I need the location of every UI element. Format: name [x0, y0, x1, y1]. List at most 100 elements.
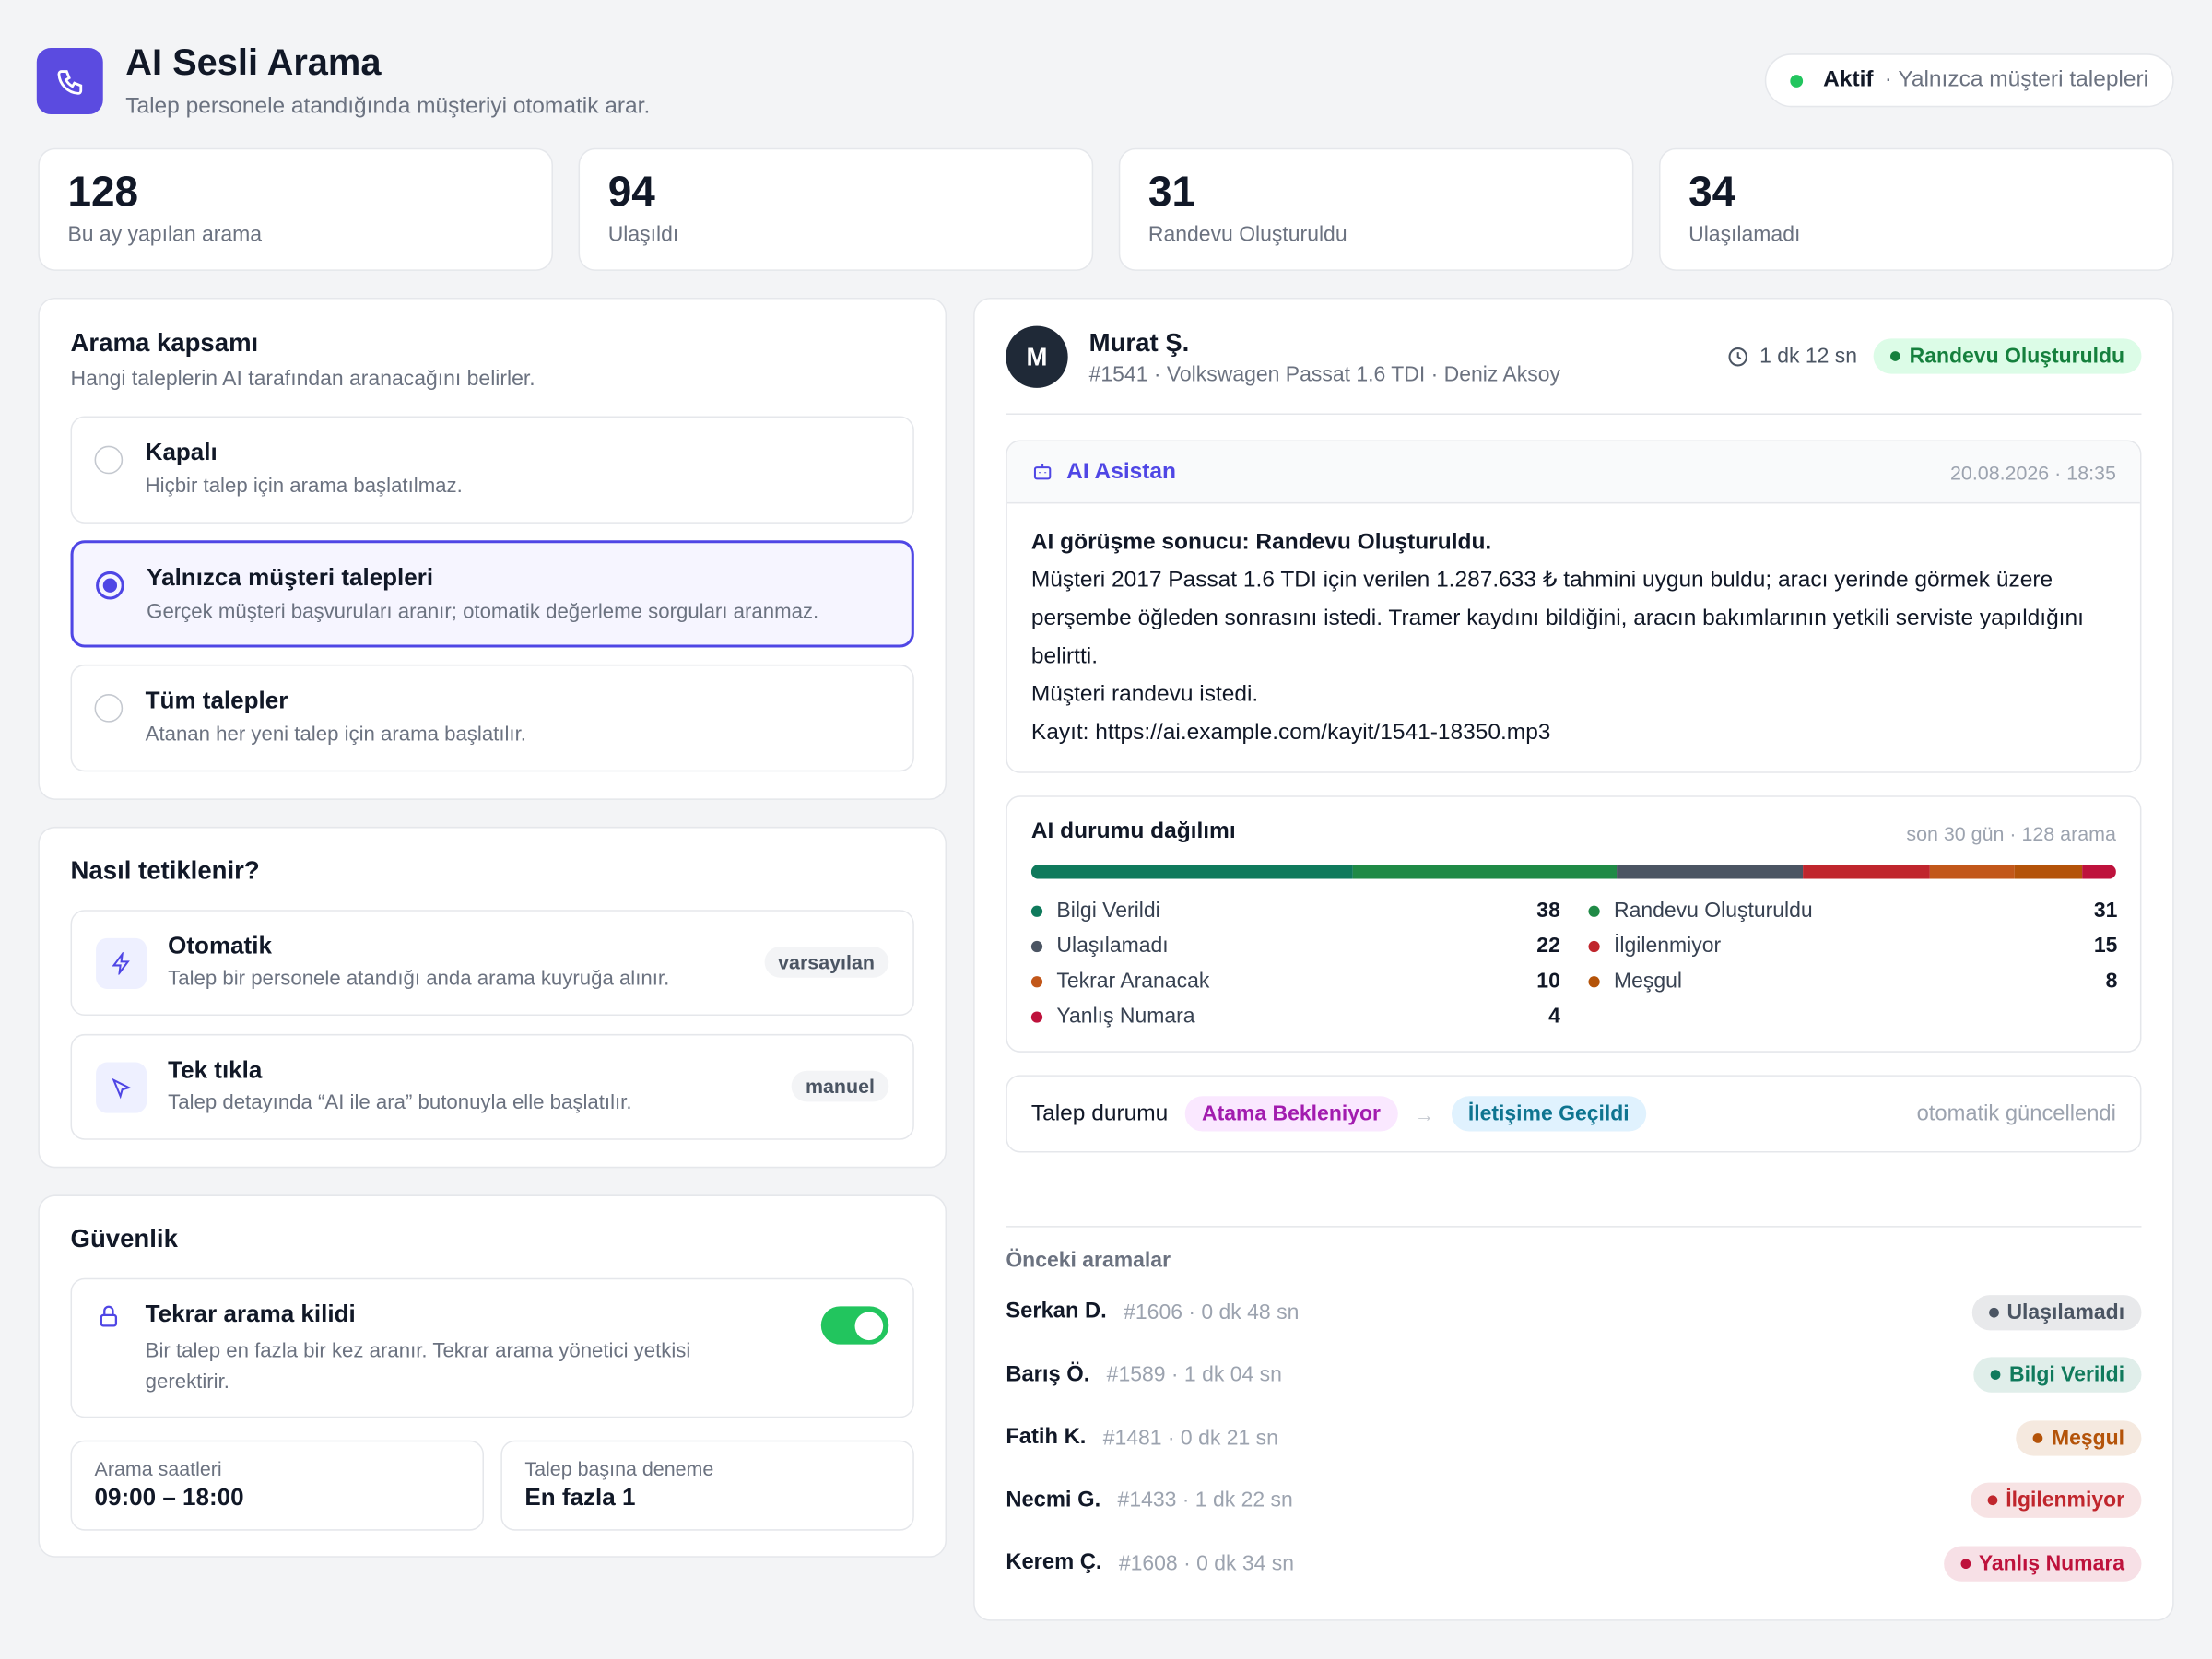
icon-part [112, 952, 130, 975]
status-text: Ulaşılamadı [2006, 1300, 2125, 1324]
radio-dot [102, 578, 118, 593]
stat-card: 34 Ulaşılamadı [1658, 147, 2174, 271]
divider [1006, 413, 2142, 415]
legend-value: 31 [2093, 898, 2118, 924]
bar-segment [1616, 865, 1803, 879]
trigger-card: Nasıl tetiklenir? Otomatik Talep bir perso… [38, 826, 947, 1169]
setting-field: Arama saatleri 09:00 – 18:00 [70, 1440, 484, 1531]
bar-segment [1929, 865, 2015, 879]
icon-part [56, 69, 82, 95]
icon-part [1728, 347, 1748, 366]
scope-option[interactable]: Kapalı Hiçbir talep için arama başlatılma… [70, 416, 914, 524]
trigger-option[interactable]: Otomatik Talep bir personele atandığı and… [70, 910, 914, 1017]
status-dot [1959, 1558, 1971, 1569]
history-row: Serkan D. #1606 · 0 dk 48 sn Ulaşılamadı [1006, 1290, 2142, 1333]
page-subtitle: Talep personele atandığında müşteriyi ot… [125, 94, 651, 119]
legend-item: Yanlış Numara 4 [1030, 1004, 1560, 1029]
field-value: 09:00 – 18:00 [94, 1484, 244, 1512]
status-flow: Talep durumu Atama Bekleniyor → İletişime G… [1006, 1075, 2142, 1153]
history-meta: #1481 · 0 dk 21 sn [1102, 1425, 1278, 1450]
option-tag: varsayılan [763, 947, 889, 978]
trigger-option[interactable]: Tek tıkla Talep detayında “AI ile ara” bu… [70, 1033, 914, 1140]
history-status: Bilgi Verildi [1973, 1357, 2142, 1393]
result-pill: Randevu Oluşturuldu [1874, 338, 2142, 374]
page-title: AI Sesli Arama [125, 41, 382, 84]
icon [1727, 345, 1749, 367]
duration-text: 1 dk 12 sn [1759, 344, 1858, 369]
icon-part [1728, 347, 1748, 366]
legend-label: Tekrar Aranacak [1056, 969, 1210, 994]
history-name: Kerem Ç. [1006, 1550, 1102, 1575]
legend-dot [1030, 1010, 1043, 1022]
status-text: İlgilenmiyor [2006, 1488, 2125, 1512]
history-row: Fatih K. #1481 · 0 dk 21 sn Meşgul [1006, 1417, 2142, 1459]
stat-label: Randevu Oluşturuldu [1147, 222, 1347, 247]
legend-item: Tekrar Aranacak 10 [1030, 969, 1560, 994]
icon-part [112, 1077, 132, 1100]
legend-item: Bilgi Verildi 38 [1030, 898, 1560, 924]
setting-field: Talep başına deneme En fazla 1 [500, 1440, 914, 1531]
toggle[interactable] [820, 1306, 889, 1345]
assistant-label: AI Asistan [1066, 459, 1176, 484]
legend-dot [1588, 975, 1600, 987]
legend-value: 8 [2105, 969, 2118, 994]
option-description: Hiçbir talep için arama başlatılmaz. [145, 475, 463, 499]
radio [94, 445, 124, 475]
icon-part [103, 1305, 114, 1315]
stat-value: 94 [607, 169, 655, 217]
stat-card: 94 Ulaşıldı [578, 147, 1094, 271]
call-panel: M Murat Ş. #1541 · Volkswagen Passat 1.6 T… [973, 297, 2174, 1621]
icon-part [1033, 466, 1052, 480]
option-description: Talep detayında “AI ile ara” butonuyla e… [168, 1091, 632, 1115]
history-row: Barış Ö. #1589 · 1 dk 04 sn Bilgi Verildi [1006, 1354, 2142, 1396]
history-meta: #1589 · 1 dk 04 sn [1106, 1362, 1282, 1387]
legend-dot [1030, 904, 1043, 917]
flow-from: Atama Bekleniyor [1184, 1096, 1398, 1132]
assistant-box: AI Asistan 20.08.2026 · 18:35 AI görüşme s… [1006, 440, 2142, 773]
stat-value: 128 [67, 169, 139, 217]
legend-label: Ulaşılamadı [1056, 934, 1169, 959]
scope-option[interactable]: Tüm talepler Atanan her yeni talep için a… [70, 664, 914, 772]
legend-item: İlgilenmiyor 15 [1588, 934, 2117, 958]
history-row: Necmi G. #1433 · 1 dk 22 sn İlgilenmiyor [1006, 1479, 2142, 1522]
legend-dot [1030, 975, 1043, 987]
status-text: Yanlış Numara [1978, 1550, 2125, 1575]
status-dot [1991, 1370, 2001, 1380]
icon [110, 952, 132, 975]
icon-part [100, 1305, 118, 1327]
history-meta: #1433 · 1 dk 22 sn [1117, 1488, 1293, 1512]
bar-segment [1030, 865, 1354, 879]
icon [1031, 460, 1053, 489]
legend-label: İlgilenmiyor [1614, 934, 1722, 959]
icon-part [112, 952, 130, 975]
section-title: Güvenlik [70, 1224, 178, 1253]
scope-card: Arama kapsamı Hangi taleplerin AI tarafın… [38, 297, 947, 800]
icon [54, 65, 86, 97]
flow-arrow: → [1414, 1102, 1435, 1125]
legend-dot [1588, 940, 1600, 952]
history-title: Önceki aramalar [1006, 1248, 1171, 1273]
legend-value: 38 [1536, 898, 1560, 924]
option-label: Otomatik [168, 932, 272, 959]
scope-option[interactable]: Yalnızca müşteri talepleri Gerçek müşteri… [70, 540, 914, 648]
bar-segment [1353, 865, 1617, 879]
field-value: En fazla 1 [524, 1484, 636, 1512]
icon-part [56, 69, 82, 95]
legend-item: Randevu Oluşturuldu 31 [1588, 899, 2117, 923]
legend-label: Bilgi Verildi [1056, 898, 1160, 924]
duration: 1 dk 12 sn [1727, 344, 1857, 368]
history-name: Necmi G. [1006, 1488, 1101, 1512]
icon-part [100, 1313, 118, 1327]
option-label: Yalnızca müşteri talepleri [147, 564, 434, 592]
flow-label: Talep durumu [1030, 1100, 1169, 1125]
legend-dot [1030, 940, 1043, 952]
option-icon [96, 937, 147, 989]
icon-part [112, 1077, 132, 1100]
stat-card: 31 Randevu Oluşturuldu [1118, 147, 1634, 271]
radio [94, 694, 124, 723]
icon-part [1737, 351, 1742, 359]
call-summary: 1 dk 12 sn Randevu Oluşturuldu [1727, 338, 2142, 374]
option-label: Kapalı [145, 439, 218, 466]
legend-value: 4 [1548, 1004, 1560, 1029]
